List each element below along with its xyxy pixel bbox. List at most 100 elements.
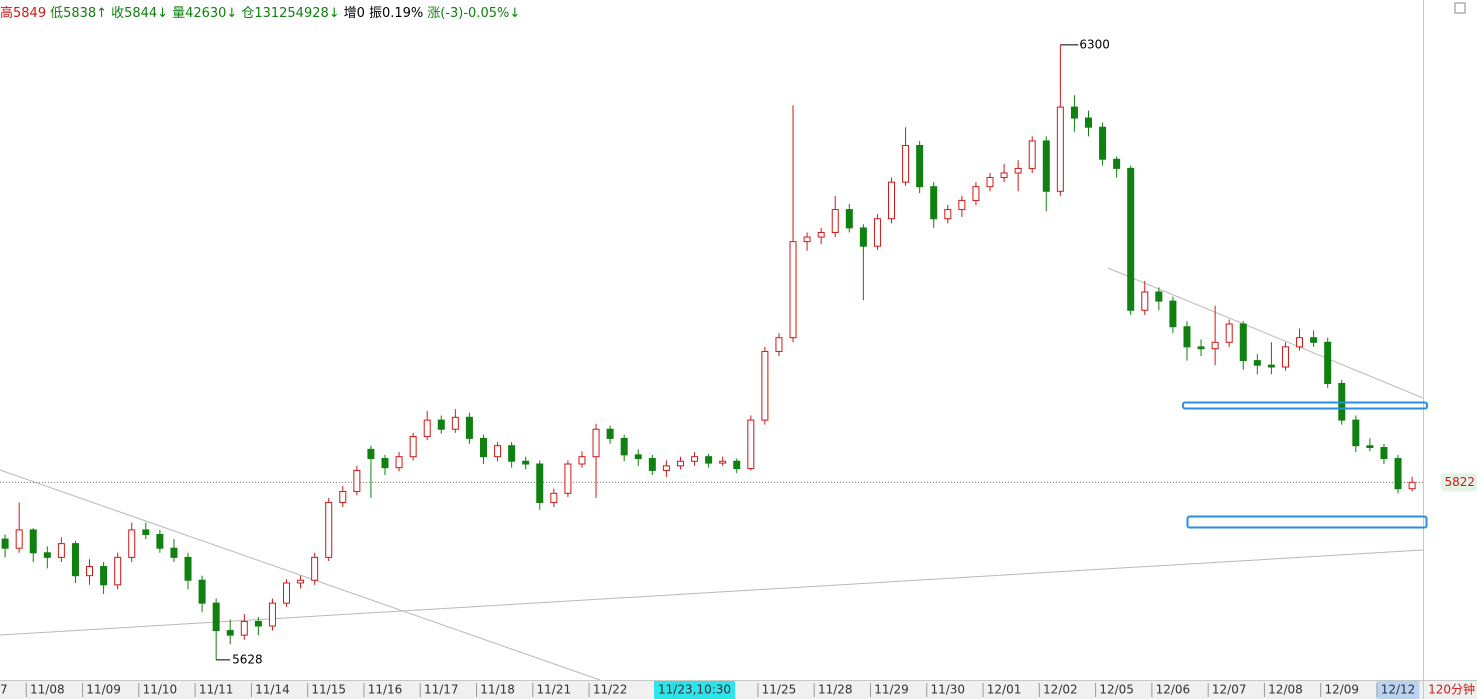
candle-body [1113,158,1121,169]
x-tick-label: 11/22 [593,683,628,697]
candle-body [1310,337,1318,343]
candle-body [578,456,586,465]
candle-body [747,419,755,470]
candle-body [550,492,558,503]
candle-body [775,337,783,352]
candle-body [1014,167,1022,174]
candle-body [1281,346,1289,368]
quote-field: 量42630↓ [172,6,238,21]
candle-body [423,419,431,438]
x-tick-label: 12/09 [1324,683,1359,697]
candle-body [705,456,713,464]
quote-field: 涨(-3)-0.05%↓ [427,6,521,21]
candle-body [170,547,178,558]
x-tick-label: 12/01 [987,683,1022,697]
candle-body [1084,117,1092,128]
candle-body [114,556,122,586]
candle-body [930,186,938,220]
candle-body [1352,419,1360,447]
min-label: 5628 [232,652,263,666]
quote-field: 仓131254928↓ [241,6,340,21]
x-axis: 7 11/08 11/09 11/10 11/11 11/14 11/15 11/16 11/1… [0,681,1420,699]
candle-body [1169,300,1177,328]
candle-body [676,460,684,467]
candle-body [1183,326,1191,348]
x-tick-label: 11/29 [874,683,909,697]
candle-body [297,579,305,584]
x-tick-label: 11/16 [368,683,403,697]
x-tick-label: 11/21 [537,683,572,697]
x-tick-label: 11/30 [930,683,965,697]
candle-body [437,419,445,430]
candle-body [451,416,459,430]
candle-body [902,145,910,183]
candle-body [986,177,994,188]
candle-body [29,529,37,554]
x-tick-label: 11/15 [311,683,346,697]
candle-body [1197,346,1205,350]
corner-button[interactable] [1454,2,1466,14]
candle-body [1042,140,1050,192]
candle-body [268,602,276,627]
candle-body [1056,106,1064,192]
candle-body [1127,167,1135,311]
candle-body [1211,341,1219,350]
candle-body [240,620,248,636]
quote-field: 低5838↑ [50,6,108,21]
candle-body [536,463,544,503]
candle-body [71,543,79,577]
trend-line [1107,267,1423,399]
candle-body [43,552,51,558]
x-tick-label: 11/25 [762,683,797,697]
candle-body [733,460,741,470]
candle-body [606,428,614,439]
candle-body [339,490,347,503]
candle-body [522,460,530,465]
zone-box[interactable] [1182,401,1428,410]
candle-body [283,582,291,604]
candle-body [325,501,333,558]
x-tick-label: 11/28 [818,683,853,697]
x-label-highlight [1376,681,1420,699]
candle-body [128,529,136,558]
quote-field: 高5849 [0,6,47,21]
candle-body [1366,445,1374,449]
x-tick-label: 11/18 [480,683,515,697]
candle-body [803,236,811,243]
x-tick-label: 12/05 [1099,683,1134,697]
x-tick-label: 12/08 [1268,683,1303,697]
candle-body [508,445,516,462]
candle-body [381,458,389,469]
x-tick-label: 11/23,10:30 [658,683,731,697]
candle-body [1028,140,1036,169]
zone-box[interactable] [1186,515,1428,529]
candle-body [817,231,825,238]
plot-area: 6300 5628 [0,37,1423,666]
period-label: 120分钟 [1428,682,1475,697]
candle-body [662,465,670,471]
candle-body [873,218,881,247]
last-price-bg [1441,473,1477,492]
candle-body [395,456,403,469]
candle-body [592,428,600,458]
candle-body [1141,291,1149,311]
candle-body [620,437,628,456]
candle-body [845,209,853,229]
quote-header: 高5849 低5838↑ 收5844↓ 量42630↓ 仓131254928↓ 增0 振0.… [0,2,524,21]
quote-field: 振0.19% [368,6,424,21]
candle-body [86,566,94,577]
candle-body [972,186,980,201]
candle-body [212,602,220,632]
candle-body [226,630,234,636]
x-tick-label: 11/09 [86,683,121,697]
candle-body [564,463,572,494]
candle-body [1070,106,1078,119]
candle-body [184,556,192,581]
x-tick-label: 12/06 [1156,683,1191,697]
candle-body [1380,447,1388,460]
trend-line [0,549,1423,636]
x-tick-label: 12/02 [1043,683,1078,697]
candle-body [198,579,206,604]
